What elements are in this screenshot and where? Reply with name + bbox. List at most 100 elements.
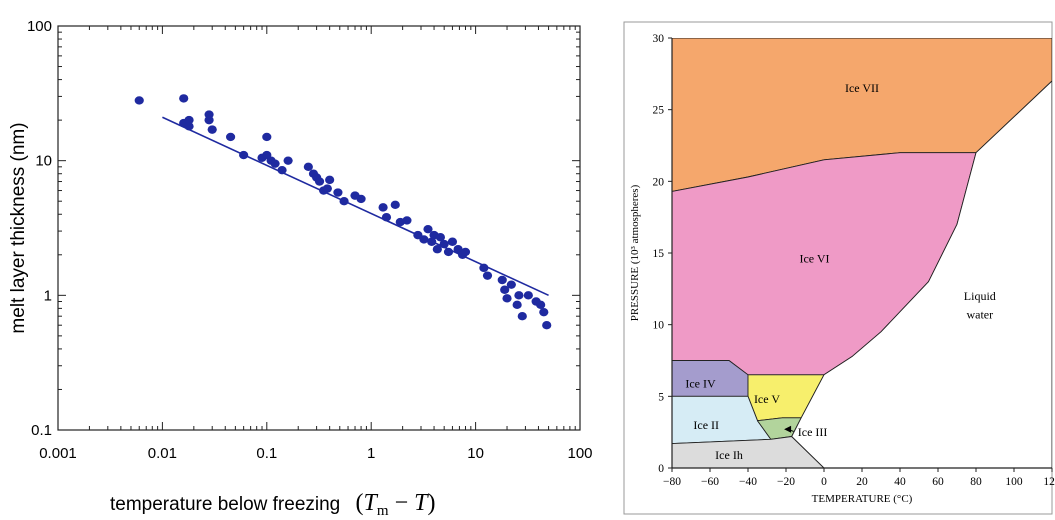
x-tick-label: 60 [932, 476, 944, 488]
plot-frame [57, 25, 581, 431]
x-axis-math-sub: m [377, 503, 389, 519]
data-point [262, 132, 272, 142]
y-tick-label: 1 [44, 287, 52, 304]
data-point [514, 291, 524, 300]
ice-iii-arrow [784, 425, 794, 433]
y-tick-label: 20 [653, 176, 665, 188]
data-point [536, 300, 546, 310]
data-point [512, 300, 522, 310]
data-point [497, 275, 507, 285]
data-point [322, 184, 332, 193]
label-ice-iii: Ice III [798, 425, 828, 439]
data-point [283, 156, 293, 165]
data-point [542, 321, 552, 330]
y-tick-label: 0 [658, 463, 664, 475]
x-axis-math-T: T [364, 490, 379, 516]
x-tick-label: 10 [467, 445, 484, 462]
x-axis-label-math: (Tm − T) [356, 490, 436, 519]
data-point [314, 177, 325, 186]
data-point [390, 200, 400, 210]
x-tick-label: 1 [367, 445, 375, 462]
label-water: water [966, 308, 993, 322]
x-tick-label: 20 [856, 476, 868, 488]
label-ice-iv: Ice IV [685, 376, 716, 390]
data-point [402, 216, 412, 225]
y-tick-label: 5 [658, 391, 664, 403]
ice-phase-diagram: −80−60−40−20020406080100120051015202530 … [623, 21, 1055, 515]
tick-marks [57, 25, 581, 431]
fit-line [162, 116, 549, 297]
x-tick-label: 80 [970, 476, 982, 488]
data-point [207, 125, 217, 134]
x-axis-math-minus: − [389, 490, 415, 516]
x-tick-label: 40 [894, 476, 906, 488]
x-tick-label: 0.001 [39, 445, 77, 462]
arrow-head [784, 425, 792, 433]
label-ice-ih: Ice Ih [715, 448, 743, 462]
data-point [523, 291, 533, 300]
label-ice-vi: Ice VI [799, 252, 829, 266]
data-point [225, 132, 236, 142]
data-point [179, 94, 189, 103]
y-tick-label: 100 [27, 18, 52, 35]
data-point [447, 237, 458, 246]
x-tick-label: −40 [739, 476, 757, 488]
axes [668, 37, 1053, 472]
data-point [270, 159, 280, 168]
label-ice-ii: Ice II [693, 418, 719, 432]
y-tick-label: 10 [653, 320, 665, 332]
x-tick-label: −80 [663, 476, 681, 488]
x-axis-label: temperature below freezing (Tm − T) [110, 490, 435, 519]
label-ice-vii: Ice VII [845, 81, 879, 95]
data-point [134, 96, 144, 105]
region-ice-ih [672, 436, 825, 468]
data-point [184, 115, 194, 125]
y-tick-label: 0.1 [31, 422, 52, 439]
data-point [325, 175, 335, 185]
phase-regions [672, 38, 1052, 468]
data-point [277, 165, 287, 175]
data-point [460, 247, 471, 257]
x-tick-label: 100 [1005, 476, 1023, 488]
data-point [423, 224, 433, 234]
region-labels: Ice VII Ice VI Liquid water Ice IV Ice V Ice I… [685, 81, 995, 462]
x-axis-label-text: temperature below freezing [110, 494, 340, 515]
x-axis-math-T2: T [414, 490, 429, 516]
region-liquid-water [791, 80, 1052, 468]
data-point [482, 271, 493, 280]
melt-layer-scatter-chart: 0.001 0.01 0.1 1 10 100 0.1 1 10 100 melt layer t… [8, 18, 593, 519]
data-point [303, 162, 313, 172]
data-point [356, 194, 366, 204]
x-tick-label: 0.01 [148, 445, 177, 462]
x-tick-label: 100 [567, 445, 592, 462]
x-tick-label: 0.1 [256, 445, 277, 462]
x-tick-label: 0 [821, 476, 827, 488]
x-tick-label: −20 [777, 476, 795, 488]
tick-labels: 0.001 0.01 0.1 1 10 100 0.1 1 10 100 [27, 18, 593, 462]
label-liquid: Liquid [964, 289, 996, 303]
data-point [333, 188, 343, 197]
x-axis-math-open: ( [356, 490, 364, 516]
tick-labels: −80 −60 −40 −20 0 20 40 60 80 100 120 0 5 10 15 20 25 30 [653, 33, 1055, 488]
y-axis-label: PRESSURE (10³ atmospheres) [629, 184, 641, 321]
x-tick-label: 120 [1043, 476, 1055, 488]
data-point [502, 294, 512, 303]
data-point [500, 285, 510, 294]
label-ice-v: Ice V [754, 392, 780, 406]
x-axis-label: TEMPERATURE (°C) [812, 493, 913, 505]
y-tick-label: 30 [653, 33, 665, 45]
data-point [432, 245, 442, 254]
data-point [506, 280, 516, 289]
y-tick-label: 15 [653, 248, 665, 260]
data-points [134, 94, 552, 330]
y-tick-label: 10 [35, 153, 52, 170]
x-axis-math-close: ) [427, 490, 435, 516]
data-point [378, 203, 388, 212]
data-point [204, 110, 214, 119]
y-tick-label: 25 [653, 105, 665, 117]
y-axis-label: melt layer thickness (nm) [8, 122, 29, 333]
data-point [539, 307, 549, 317]
x-tick-label: −60 [701, 476, 719, 488]
data-point [517, 311, 527, 321]
data-point [435, 233, 445, 242]
